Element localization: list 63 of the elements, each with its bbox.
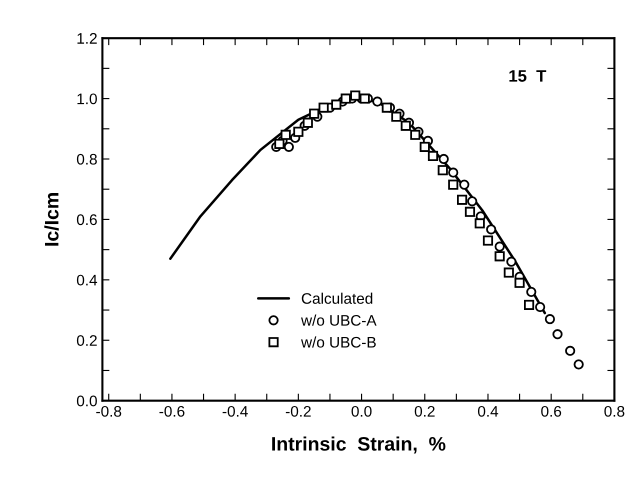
y-tick-label: 0.2 <box>76 335 97 346</box>
y-tick-label: 0.4 <box>76 274 98 286</box>
point <box>506 256 516 267</box>
y-tick-label: 0.8 <box>76 154 97 165</box>
point <box>438 154 449 164</box>
point <box>309 108 320 119</box>
point <box>391 112 402 122</box>
point <box>565 346 576 356</box>
point <box>360 94 370 104</box>
point <box>544 314 555 324</box>
y-tick-label: 0.6 <box>76 214 97 226</box>
point <box>494 242 505 252</box>
x-tick-label: -0.6 <box>159 406 184 417</box>
x-tick-label: 0.0 <box>352 406 372 417</box>
point <box>293 126 304 137</box>
legend-label: Calculated <box>302 292 372 304</box>
point <box>340 94 351 104</box>
point <box>524 300 534 310</box>
legend-label: w/o UBC-B <box>301 336 376 348</box>
point <box>420 142 430 152</box>
annotation: 15 T <box>509 70 546 82</box>
point <box>318 102 329 113</box>
point <box>467 196 478 206</box>
point <box>574 359 584 370</box>
point <box>428 150 438 162</box>
point <box>448 168 458 178</box>
point <box>456 194 468 205</box>
point <box>372 96 382 107</box>
point <box>526 286 536 297</box>
point <box>400 120 411 131</box>
x-axis-title: Intrinsic Strain, % <box>272 436 446 454</box>
point <box>504 268 514 278</box>
point <box>552 329 563 340</box>
point <box>486 224 496 234</box>
point <box>464 206 476 217</box>
point <box>331 100 342 110</box>
point <box>280 130 291 140</box>
point <box>494 251 505 262</box>
y-axis-title: Ic/Icm <box>44 193 59 246</box>
x-tick-label: 0.2 <box>414 406 435 417</box>
point <box>535 302 546 312</box>
x-tick-label: -0.8 <box>96 406 122 417</box>
x-tick-label: 0.4 <box>478 406 498 417</box>
point <box>284 142 294 152</box>
point <box>350 90 360 101</box>
y-tick-label: 0.0 <box>76 396 97 406</box>
x-tick-label: 0.6 <box>541 406 562 417</box>
point <box>514 278 525 288</box>
x-tick-label: -0.4 <box>222 406 248 417</box>
y-tick-label: 1.2 <box>77 33 97 44</box>
point <box>474 218 485 228</box>
point <box>448 180 458 190</box>
y-tick-label: 1.0 <box>77 93 97 104</box>
point <box>482 235 494 246</box>
point <box>382 102 392 113</box>
legend-label: w/o UBC-A <box>301 314 377 326</box>
x-tick-label: 0.8 <box>604 406 624 417</box>
point <box>438 165 448 176</box>
x-tick-label: -0.2 <box>286 406 311 417</box>
point <box>274 138 284 149</box>
point <box>410 130 420 140</box>
point <box>459 180 470 190</box>
point <box>302 118 313 128</box>
